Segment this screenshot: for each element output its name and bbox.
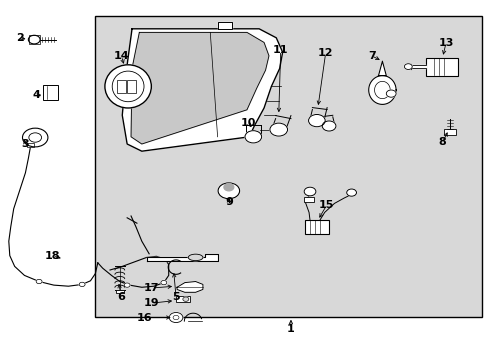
- Bar: [27, 143, 34, 147]
- Polygon shape: [217, 22, 232, 29]
- Text: 15: 15: [318, 200, 334, 210]
- Polygon shape: [368, 76, 395, 104]
- Circle shape: [36, 279, 42, 284]
- Text: 16: 16: [136, 312, 152, 323]
- Text: 10: 10: [240, 118, 256, 128]
- Ellipse shape: [188, 254, 203, 261]
- Circle shape: [322, 121, 335, 131]
- Text: 9: 9: [224, 197, 232, 207]
- Text: 13: 13: [437, 38, 453, 48]
- Circle shape: [346, 189, 356, 196]
- Bar: [426, 58, 457, 76]
- Text: 8: 8: [438, 137, 446, 147]
- Polygon shape: [410, 65, 426, 68]
- Polygon shape: [131, 32, 268, 144]
- Circle shape: [79, 282, 85, 287]
- Text: 6: 6: [117, 292, 125, 302]
- Text: 17: 17: [143, 283, 159, 293]
- Circle shape: [386, 90, 395, 97]
- Bar: [117, 80, 126, 93]
- Circle shape: [124, 283, 130, 287]
- Ellipse shape: [105, 65, 151, 108]
- Text: 5: 5: [172, 292, 180, 302]
- Circle shape: [28, 35, 40, 44]
- Text: 3: 3: [21, 139, 29, 149]
- Circle shape: [308, 114, 325, 127]
- Text: 14: 14: [113, 51, 129, 61]
- Polygon shape: [177, 282, 203, 292]
- Bar: [43, 85, 58, 100]
- Text: 19: 19: [143, 298, 159, 308]
- Circle shape: [218, 183, 239, 199]
- Text: 11: 11: [272, 45, 288, 55]
- Text: 18: 18: [45, 251, 61, 261]
- Bar: [95, 16, 481, 317]
- Bar: [443, 129, 455, 135]
- Polygon shape: [378, 61, 386, 76]
- Circle shape: [183, 297, 188, 301]
- Bar: [304, 197, 313, 202]
- Text: 4: 4: [33, 90, 41, 100]
- Circle shape: [404, 64, 411, 69]
- Bar: [29, 35, 40, 44]
- Bar: [305, 220, 328, 234]
- Circle shape: [22, 128, 48, 147]
- Bar: [116, 290, 123, 293]
- Circle shape: [161, 280, 166, 285]
- Text: 2: 2: [16, 33, 23, 43]
- Circle shape: [269, 123, 287, 136]
- Circle shape: [304, 187, 315, 196]
- Circle shape: [244, 131, 261, 143]
- Polygon shape: [146, 254, 217, 261]
- Text: 7: 7: [367, 51, 375, 61]
- Circle shape: [169, 312, 183, 323]
- Circle shape: [224, 184, 233, 191]
- Bar: [127, 80, 136, 93]
- Text: 1: 1: [286, 324, 294, 334]
- Bar: [176, 296, 189, 302]
- Polygon shape: [122, 29, 282, 151]
- Text: 12: 12: [317, 48, 333, 58]
